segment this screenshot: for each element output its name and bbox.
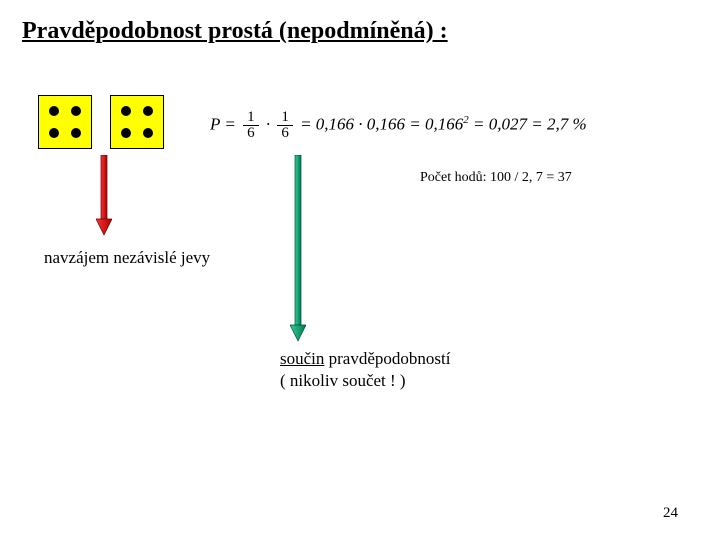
label-product-underline: součin: [280, 349, 324, 368]
throw-count-text: Počet hodů: 100 / 2, 7 = 37: [420, 170, 572, 186]
label-product-rest: pravděpodobností: [324, 349, 450, 368]
die-dot: [71, 106, 81, 116]
formula-vals: 0,166 · 0,166 = 0,166: [316, 114, 463, 133]
fraction-1: 16: [243, 110, 259, 141]
page-title: Pravděpodobnost prostá (nepodmíněná) :: [22, 18, 448, 45]
frac-den: 6: [277, 126, 293, 141]
arrow-green-icon: [290, 155, 306, 348]
die-dot: [49, 106, 59, 116]
fraction-2: 16: [277, 110, 293, 141]
label-product-line2: ( nikoliv součet ! ): [280, 371, 406, 390]
label-product-probabilities: součin pravděpodobností ( nikoliv součet…: [280, 348, 450, 392]
die-dot: [121, 128, 131, 138]
frac-den: 6: [243, 126, 259, 141]
formula-P: P: [210, 114, 220, 133]
die-dot: [143, 128, 153, 138]
die-2: [110, 95, 164, 149]
probability-formula: P = 16 · 16 = 0,166 · 0,166 = 0,1662 = 0…: [210, 110, 587, 141]
die-dot: [49, 128, 59, 138]
frac-num: 1: [243, 110, 259, 126]
formula-dot: ·: [262, 114, 275, 133]
label-independent-events: navzájem nezávislé jevy: [44, 248, 210, 268]
die-dot: [121, 106, 131, 116]
die-dot: [71, 128, 81, 138]
die-dot: [143, 106, 153, 116]
arrow-red-icon: [96, 155, 112, 242]
die-1: [38, 95, 92, 149]
formula-vals2: = 0,027 = 2,7 %: [469, 114, 587, 133]
dice-area: [38, 95, 164, 149]
page-number: 24: [663, 505, 678, 522]
formula-eq: =: [296, 114, 316, 133]
formula-eq: =: [220, 114, 240, 133]
frac-num: 1: [277, 110, 293, 126]
